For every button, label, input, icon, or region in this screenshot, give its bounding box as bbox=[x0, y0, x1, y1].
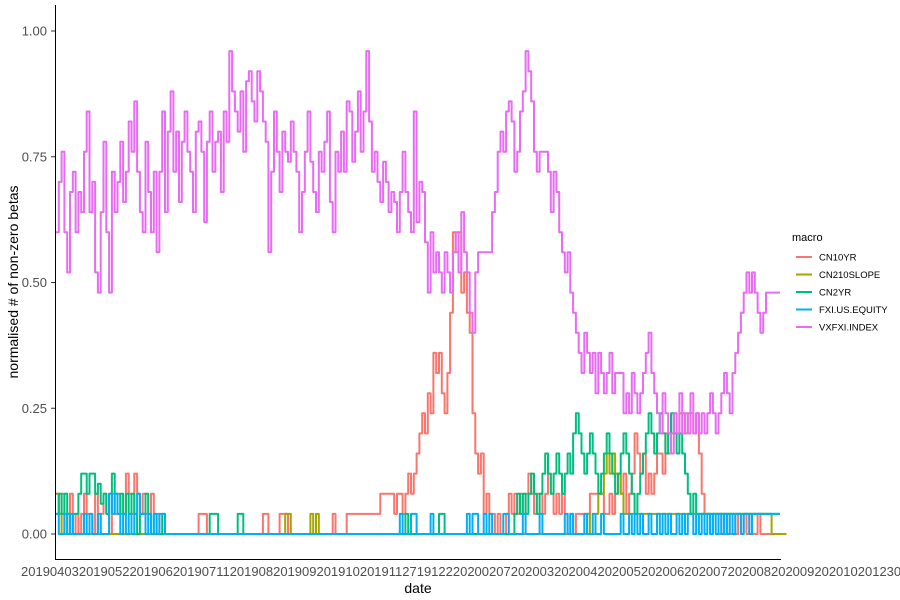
legend: macro CN10YR CN210SLOPE CN2YR FXI.US.EQUITY… bbox=[792, 232, 888, 334]
y-tick-label: 0.75 bbox=[22, 149, 47, 164]
legend-label: VXFXI.INDEX bbox=[819, 323, 879, 334]
x-axis-tick-labels: 2019040320190522019062019071120190820190… bbox=[21, 564, 900, 579]
series-line-cn10yr bbox=[56, 231, 787, 535]
legend-label: CN2YR bbox=[819, 288, 851, 299]
y-tick-label: 0.25 bbox=[22, 401, 47, 416]
y-tick-label: 1.00 bbox=[22, 24, 47, 39]
y-axis-ticks: 0.00 0.25 0.50 0.75 1.00 bbox=[22, 24, 55, 542]
legend-label: CN210SLOPE bbox=[819, 270, 880, 281]
series-line-vxfxi-index bbox=[56, 50, 780, 455]
legend-label: CN10YR bbox=[819, 253, 857, 264]
legend-label: FXI.US.EQUITY bbox=[819, 305, 888, 316]
y-tick-label: 0.00 bbox=[22, 527, 47, 542]
legend-title: macro bbox=[792, 232, 823, 244]
y-tick-label: 0.50 bbox=[22, 275, 47, 290]
x-axis-title: date bbox=[404, 580, 431, 596]
series-line-fxi-us-equity bbox=[56, 492, 780, 535]
y-axis-title: normalised # of non-zero betas bbox=[5, 186, 21, 379]
series-layer bbox=[56, 50, 787, 535]
